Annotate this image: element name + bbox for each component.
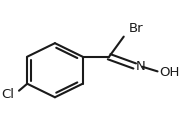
Text: Cl: Cl (1, 88, 14, 101)
Text: OH: OH (159, 66, 179, 79)
Text: Br: Br (128, 22, 143, 35)
Text: N: N (136, 60, 146, 73)
